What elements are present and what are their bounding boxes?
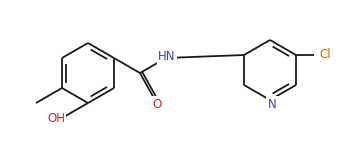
Text: Cl: Cl <box>320 48 331 62</box>
Text: HN: HN <box>158 50 176 63</box>
Text: N: N <box>268 98 276 111</box>
Text: OH: OH <box>47 111 65 124</box>
Text: O: O <box>152 98 162 111</box>
